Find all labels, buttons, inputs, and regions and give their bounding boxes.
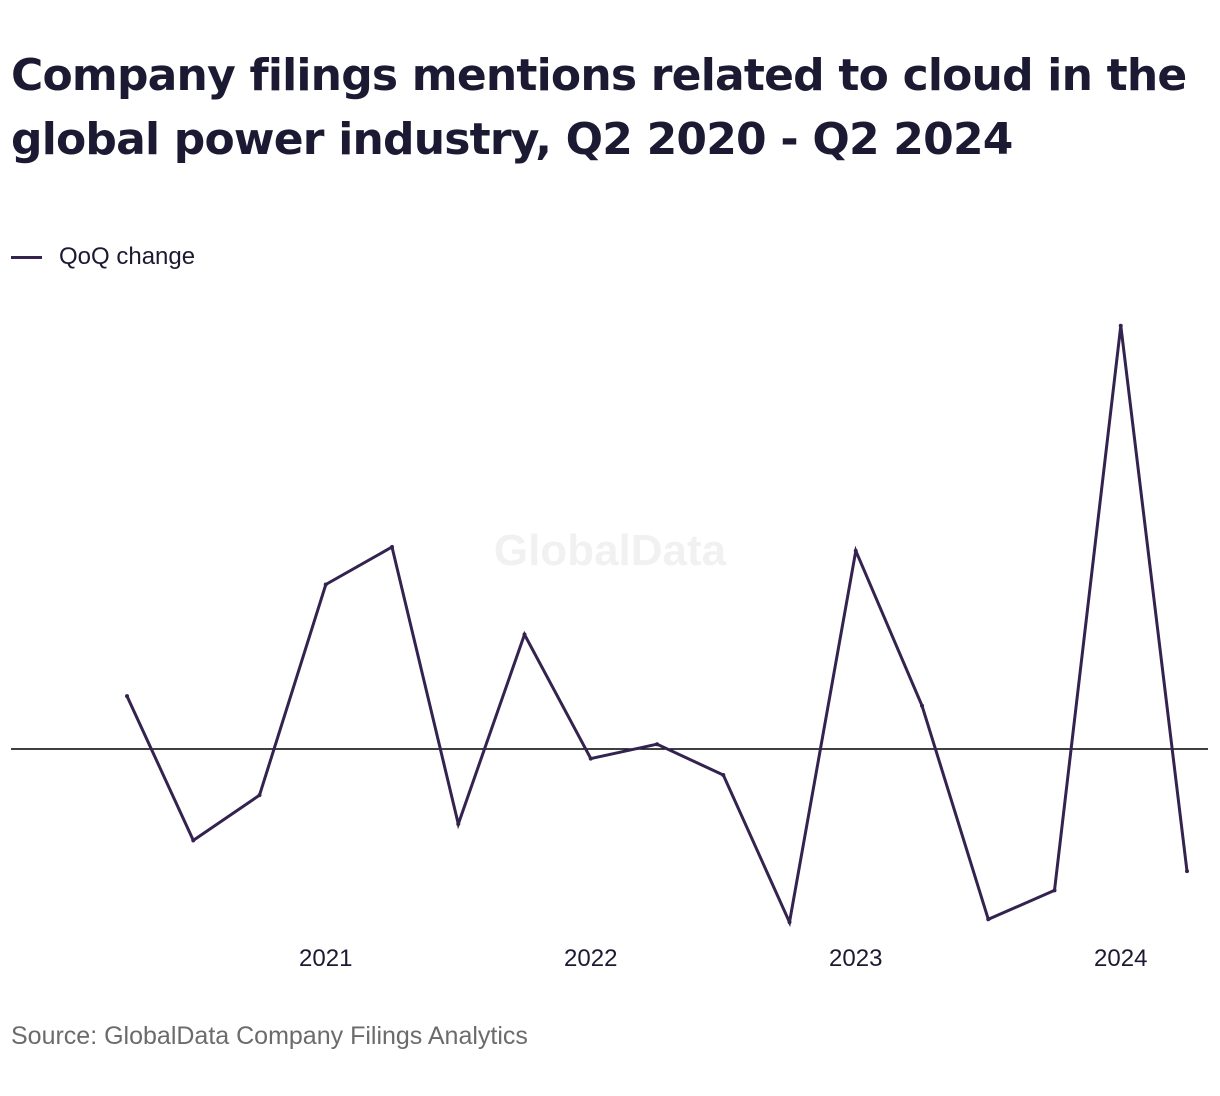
data-point: [986, 917, 991, 922]
data-point: [1118, 323, 1123, 328]
data-point: [588, 756, 593, 761]
data-point: [1052, 888, 1057, 893]
data-point: [125, 694, 129, 699]
line-chart: GlobalData 2021 2022 2023 2024: [11, 323, 1208, 972]
series-line-qoq-change: [125, 325, 1189, 928]
legend-line-swatch: [11, 255, 42, 259]
data-point: [920, 703, 924, 708]
data-point: [390, 544, 394, 549]
data-point: [456, 822, 461, 827]
legend-label: QoQ change: [59, 243, 196, 270]
chart-title: Company filings mentions related to clou…: [11, 50, 1187, 165]
legend: QoQ change: [11, 242, 195, 272]
data-point: [323, 582, 328, 587]
x-tick-labels: 2021 2022 2023 2024: [299, 945, 1147, 972]
x-tick-label: 2022: [564, 945, 617, 972]
data-point: [853, 548, 858, 553]
watermark: GlobalData: [494, 526, 727, 575]
data-point: [721, 772, 726, 777]
x-tick-label: 2023: [829, 945, 882, 972]
data-point: [522, 632, 527, 637]
data-point: [787, 920, 792, 925]
data-point: [257, 793, 262, 798]
x-tick-label: 2021: [299, 945, 352, 972]
data-point: [191, 838, 196, 843]
series-layer: [125, 323, 1189, 928]
data-point: [1185, 869, 1189, 874]
x-tick-label: 2024: [1094, 945, 1147, 972]
source-note: Source: GlobalData Company Filings Analy…: [11, 1022, 528, 1050]
data-point: [655, 742, 659, 747]
